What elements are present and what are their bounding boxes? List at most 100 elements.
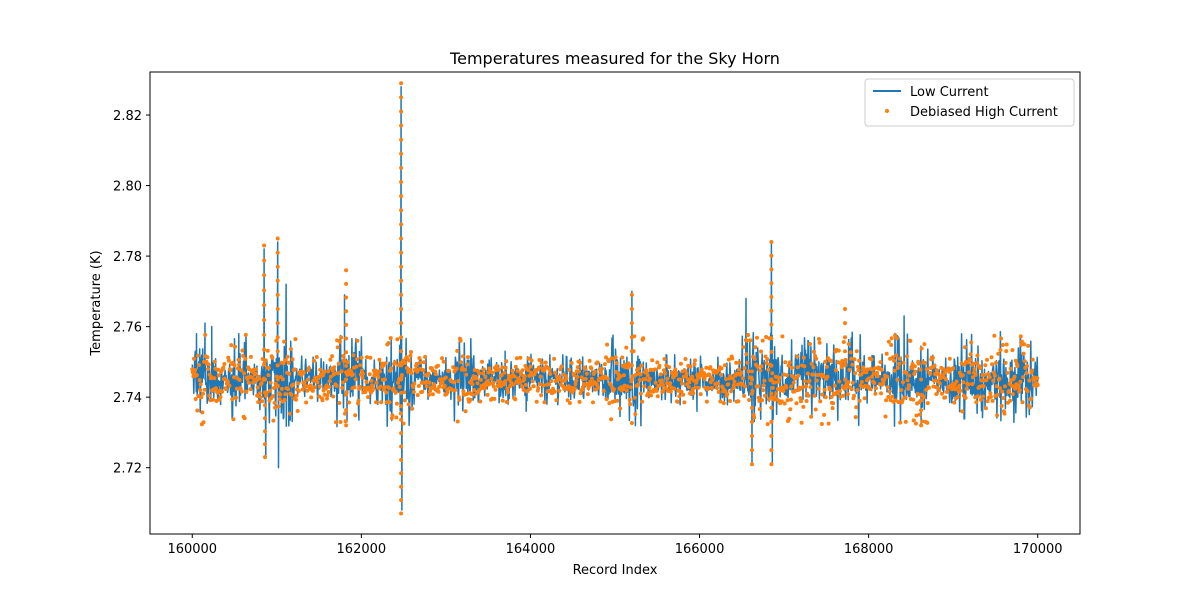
debiased-point <box>263 358 268 363</box>
debiased-point <box>796 373 801 378</box>
debiased-point <box>355 338 360 343</box>
debiased-point <box>894 353 899 358</box>
debiased-point <box>287 371 292 376</box>
debiased-point <box>336 371 341 376</box>
debiased-spike-point <box>399 349 404 354</box>
debiased-point <box>592 369 597 374</box>
debiased-point <box>402 398 407 403</box>
debiased-point <box>861 367 866 371</box>
debiased-point <box>772 395 777 400</box>
debiased-point <box>360 375 365 380</box>
debiased-point <box>750 369 754 374</box>
x-tick-label: 168000 <box>844 542 894 557</box>
debiased-spike-point <box>399 222 404 227</box>
debiased-point <box>781 385 785 390</box>
debiased-point <box>1021 351 1026 356</box>
debiased-spike-point <box>399 278 404 283</box>
debiased-point <box>658 372 663 377</box>
debiased-point <box>1005 370 1010 375</box>
debiased-point <box>460 354 465 359</box>
debiased-point <box>764 361 769 365</box>
debiased-point <box>481 371 486 376</box>
debiased-point <box>922 342 927 347</box>
y-tick-label: 2.82 <box>113 109 142 124</box>
debiased-point <box>898 420 903 425</box>
debiased-point <box>797 387 802 392</box>
debiased-point <box>569 361 574 365</box>
debiased-point <box>407 367 412 372</box>
debiased-point <box>997 376 1002 381</box>
debiased-point <box>645 373 650 378</box>
debiased-point <box>515 369 520 373</box>
debiased-point <box>394 401 399 406</box>
debiased-point <box>226 358 231 363</box>
debiased-point <box>441 359 446 364</box>
debiased-point <box>636 382 641 387</box>
debiased-point <box>440 356 444 361</box>
debiased-point <box>443 375 448 380</box>
debiased-point <box>234 386 239 391</box>
debiased-point <box>814 378 819 383</box>
y-axis: 2.72 2.74 2.76 2.78 2.80 2.82 <box>113 109 150 477</box>
debiased-point <box>559 364 564 369</box>
debiased-spike-point <box>769 308 774 313</box>
debiased-point <box>234 395 239 400</box>
debiased-point <box>212 376 217 381</box>
debiased-point <box>971 361 976 366</box>
debiased-point <box>995 392 1000 397</box>
debiased-point <box>429 386 434 390</box>
debiased-point <box>996 351 1001 356</box>
debiased-point <box>368 355 373 360</box>
debiased-point <box>427 392 431 397</box>
debiased-point <box>309 395 314 400</box>
debiased-spike-point <box>275 264 280 269</box>
debiased-point <box>1002 411 1007 416</box>
debiased-point <box>480 359 484 364</box>
debiased-point <box>361 371 366 376</box>
debiased-spike-point <box>263 455 267 460</box>
debiased-point <box>782 401 787 406</box>
debiased-point <box>255 393 260 398</box>
debiased-point <box>474 376 479 381</box>
debiased-point <box>683 357 688 361</box>
debiased-point <box>609 417 614 422</box>
debiased-point <box>925 420 930 425</box>
debiased-point <box>211 397 216 402</box>
debiased-spike-point <box>629 307 634 311</box>
debiased-point <box>409 350 413 354</box>
plot-frame <box>149 71 1081 535</box>
debiased-point <box>483 375 488 379</box>
debiased-point <box>1021 375 1026 380</box>
debiased-point <box>216 373 221 378</box>
debiased-point <box>285 354 290 359</box>
debiased-point <box>608 382 613 387</box>
debiased-point <box>195 353 200 358</box>
debiased-point <box>492 396 497 401</box>
debiased-point <box>784 385 789 390</box>
debiased-spike-point <box>262 303 267 308</box>
debiased-point <box>312 385 317 390</box>
debiased-point <box>352 385 357 390</box>
debiased-point <box>994 360 998 365</box>
debiased-point <box>759 364 764 369</box>
debiased-point <box>600 366 604 371</box>
debiased-point <box>885 374 890 379</box>
debiased-point <box>237 362 242 367</box>
debiased-point <box>232 375 236 380</box>
debiased-point <box>814 356 819 361</box>
debiased-point <box>992 333 997 338</box>
debiased-point <box>330 354 335 359</box>
debiased-point <box>241 353 245 358</box>
debiased-point <box>493 387 498 392</box>
debiased-point <box>296 389 301 393</box>
debiased-point <box>884 398 889 403</box>
debiased-spike-point <box>275 307 280 311</box>
y-axis-label: Temperature (K) <box>89 250 104 356</box>
debiased-spike-point <box>919 408 924 413</box>
debiased-point <box>672 386 677 391</box>
debiased-point <box>585 392 590 397</box>
debiased-point <box>538 382 542 386</box>
debiased-point <box>407 358 412 363</box>
debiased-point <box>826 421 831 426</box>
